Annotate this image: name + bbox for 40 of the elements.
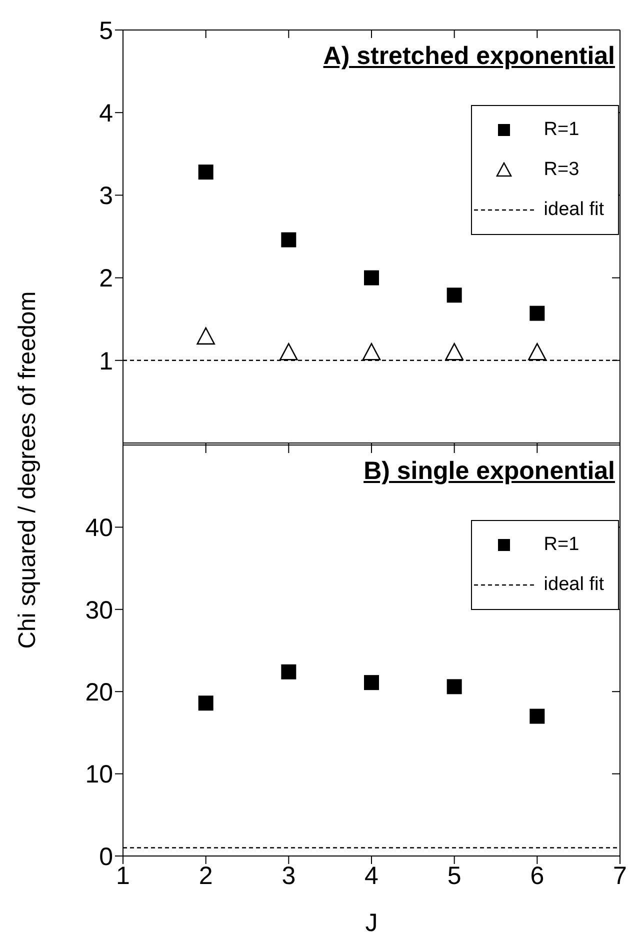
y-tick-label: 20 — [85, 678, 113, 706]
point — [281, 232, 296, 248]
point — [362, 342, 381, 360]
point — [445, 342, 464, 360]
legend-label: R=1 — [544, 119, 580, 141]
y-tick-label: 0 — [99, 842, 113, 871]
x-tick-label: 5 — [447, 862, 462, 890]
y-tick-label: 30 — [85, 596, 113, 624]
y-tick-label: 4 — [99, 99, 114, 128]
legend-label: R=1 — [544, 534, 580, 556]
point — [198, 696, 214, 711]
x-tick-label: 2 — [198, 862, 213, 890]
legend-label: ideal fit — [544, 574, 604, 596]
x-tick-label: 6 — [530, 862, 544, 890]
point — [530, 306, 545, 321]
x-tick-label: 7 — [613, 862, 627, 890]
legend-label: ideal fit — [544, 199, 604, 221]
point — [446, 288, 462, 303]
point — [446, 679, 462, 694]
x-tick-label: 3 — [282, 862, 296, 890]
x-axis-title: J — [365, 909, 378, 937]
y-tick-label: 40 — [85, 514, 113, 542]
y-tick-label: 3 — [99, 182, 113, 210]
y-tick-label: 5 — [99, 16, 113, 45]
point — [281, 664, 296, 680]
point — [528, 342, 546, 360]
legend-label: R=3 — [544, 159, 580, 181]
text: A) stretched exponential — [323, 42, 615, 71]
x-tick-label: 4 — [364, 862, 379, 890]
point — [364, 270, 379, 286]
point — [196, 327, 215, 345]
y-axis-title: Chi squared / degrees of freedom — [14, 291, 42, 649]
point — [198, 164, 214, 180]
y-tick-label: 1 — [99, 347, 113, 376]
y-tick-label: 10 — [85, 760, 113, 789]
text: B) single exponential — [364, 457, 615, 486]
point — [280, 342, 298, 360]
point — [530, 708, 545, 724]
y-tick-label: 2 — [99, 264, 113, 293]
point — [364, 675, 379, 690]
